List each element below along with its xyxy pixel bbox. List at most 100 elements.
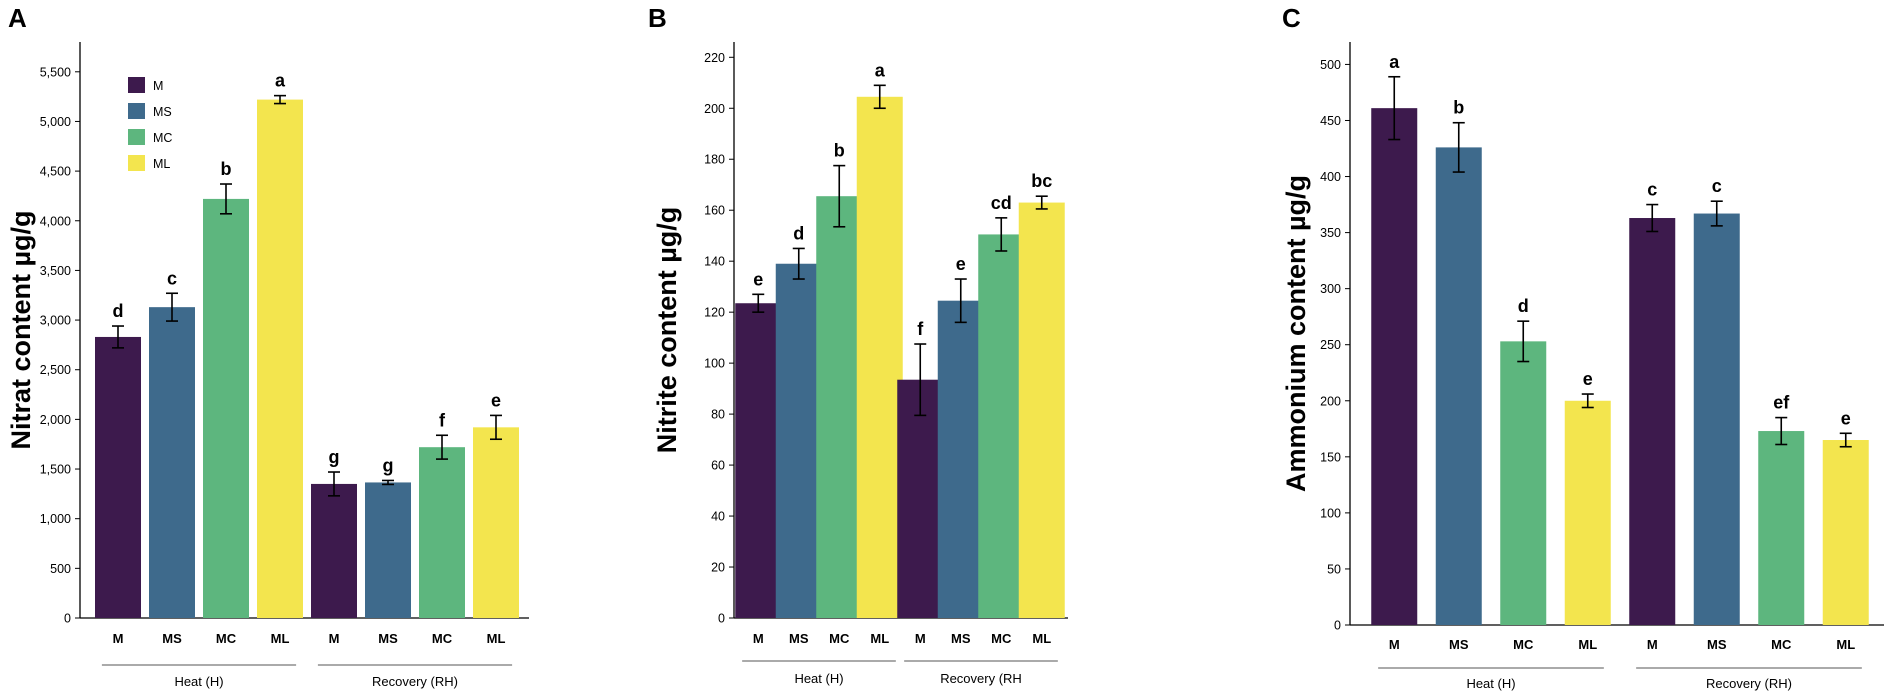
y-axis-label: Nitrite content µg/g	[652, 207, 682, 454]
x-tick-label: MS	[951, 631, 971, 646]
y-tick-label: 0	[718, 612, 725, 626]
x-tick-label: MS	[1449, 637, 1469, 652]
x-tick-label: M	[113, 631, 124, 646]
error-bar	[1452, 121, 1465, 173]
x-tick-label: MS	[378, 631, 398, 646]
significance-letter: d	[793, 223, 804, 243]
error-bar	[1035, 195, 1048, 210]
error-bar	[328, 471, 340, 497]
error-bar	[112, 325, 124, 349]
significance-letter: b	[221, 159, 232, 179]
error-bar	[995, 217, 1008, 252]
x-tick-label: ML	[870, 631, 889, 646]
error-bar	[1517, 320, 1530, 363]
error-bar	[792, 247, 805, 280]
significance-letter: e	[491, 390, 501, 410]
x-tick-label: MC	[991, 631, 1012, 646]
significance-letter: c	[1712, 176, 1722, 196]
y-tick-label: 3,500	[40, 264, 71, 278]
panel-letter: C	[1282, 3, 1301, 33]
y-tick-label: 5,500	[40, 65, 71, 79]
y-tick-label: 80	[711, 408, 725, 422]
error-bar	[274, 94, 286, 105]
legend-swatch	[128, 77, 145, 93]
y-tick-label: 200	[1320, 394, 1341, 408]
legend-label: M	[153, 79, 163, 93]
bar-ms	[149, 307, 195, 618]
x-tick-label: ML	[487, 631, 506, 646]
x-tick-label: MC	[1771, 637, 1792, 652]
y-tick-label: 180	[704, 153, 725, 167]
bar-mc	[419, 447, 465, 618]
group-label: Recovery (RH)	[1706, 676, 1792, 691]
significance-letter: d	[1518, 296, 1529, 316]
significance-letter: e	[753, 269, 763, 289]
x-tick-label: M	[915, 631, 926, 646]
bar-mc	[1500, 341, 1547, 625]
bar-mc	[1758, 431, 1805, 625]
bar-ms	[1693, 213, 1740, 625]
y-tick-label: 150	[1320, 450, 1341, 464]
error-bar	[166, 292, 178, 322]
error-bar	[436, 434, 448, 460]
y-tick-label: 400	[1320, 170, 1341, 184]
y-tick-label: 0	[64, 612, 71, 626]
significance-letter: d	[113, 301, 124, 321]
y-tick-label: 500	[50, 562, 71, 576]
y-tick-label: 500	[1320, 58, 1341, 72]
bar-mc	[203, 198, 249, 618]
error-bar	[873, 84, 886, 110]
y-tick-label: 100	[1320, 506, 1341, 520]
bar-m	[1371, 108, 1418, 626]
y-tick-label: 300	[1320, 282, 1341, 296]
x-tick-label: MS	[162, 631, 182, 646]
x-tick-label: MC	[829, 631, 850, 646]
x-tick-label: ML	[1032, 631, 1051, 646]
error-bar	[1388, 75, 1401, 141]
x-tick-label: M	[753, 631, 764, 646]
error-bar	[1839, 432, 1852, 448]
y-tick-label: 220	[704, 51, 725, 65]
bar-mc	[816, 196, 863, 618]
y-tick-label: 1,000	[40, 512, 71, 526]
bar-ml	[1822, 440, 1869, 625]
bar-m	[311, 483, 357, 618]
significance-letter: c	[167, 268, 177, 288]
panel-letter: A	[8, 3, 27, 33]
legend-label: ML	[153, 157, 170, 171]
y-tick-label: 3,000	[40, 314, 71, 328]
y-tick-label: 50	[1327, 562, 1341, 576]
bar-m	[897, 379, 944, 618]
error-bar	[914, 343, 927, 417]
y-tick-label: 40	[711, 510, 725, 524]
error-bar	[490, 414, 502, 441]
significance-letter: b	[1453, 98, 1464, 118]
bar-ms	[937, 300, 984, 618]
y-tick-label: 2,000	[40, 413, 71, 427]
y-tick-label: 200	[704, 102, 725, 116]
x-tick-label: MS	[1707, 637, 1727, 652]
significance-letter: bc	[1031, 171, 1052, 191]
y-tick-label: 0	[1334, 619, 1341, 633]
y-axis-label: Ammonium content µg/g	[1281, 175, 1311, 492]
significance-letter: g	[383, 455, 394, 475]
group-label: Recovery (RH)	[372, 674, 458, 689]
bar-ml	[1564, 400, 1611, 625]
significance-letter: a	[275, 71, 286, 91]
x-tick-label: ML	[1836, 637, 1855, 652]
y-tick-label: 350	[1320, 226, 1341, 240]
group-label: Heat (H)	[174, 674, 223, 689]
bar-mc	[978, 234, 1025, 618]
error-bar	[220, 183, 232, 215]
significance-letter: ef	[1773, 393, 1790, 413]
y-axis-label: Nitrat content µg/g	[6, 210, 36, 449]
x-tick-label: ML	[1578, 637, 1597, 652]
y-tick-label: 140	[704, 255, 725, 269]
significance-letter: a	[875, 60, 886, 80]
error-bar	[1646, 203, 1659, 233]
x-tick-label: M	[1647, 637, 1658, 652]
y-tick-label: 4,000	[40, 214, 71, 228]
bar-ms	[365, 482, 411, 618]
panel-letter: B	[648, 3, 667, 33]
